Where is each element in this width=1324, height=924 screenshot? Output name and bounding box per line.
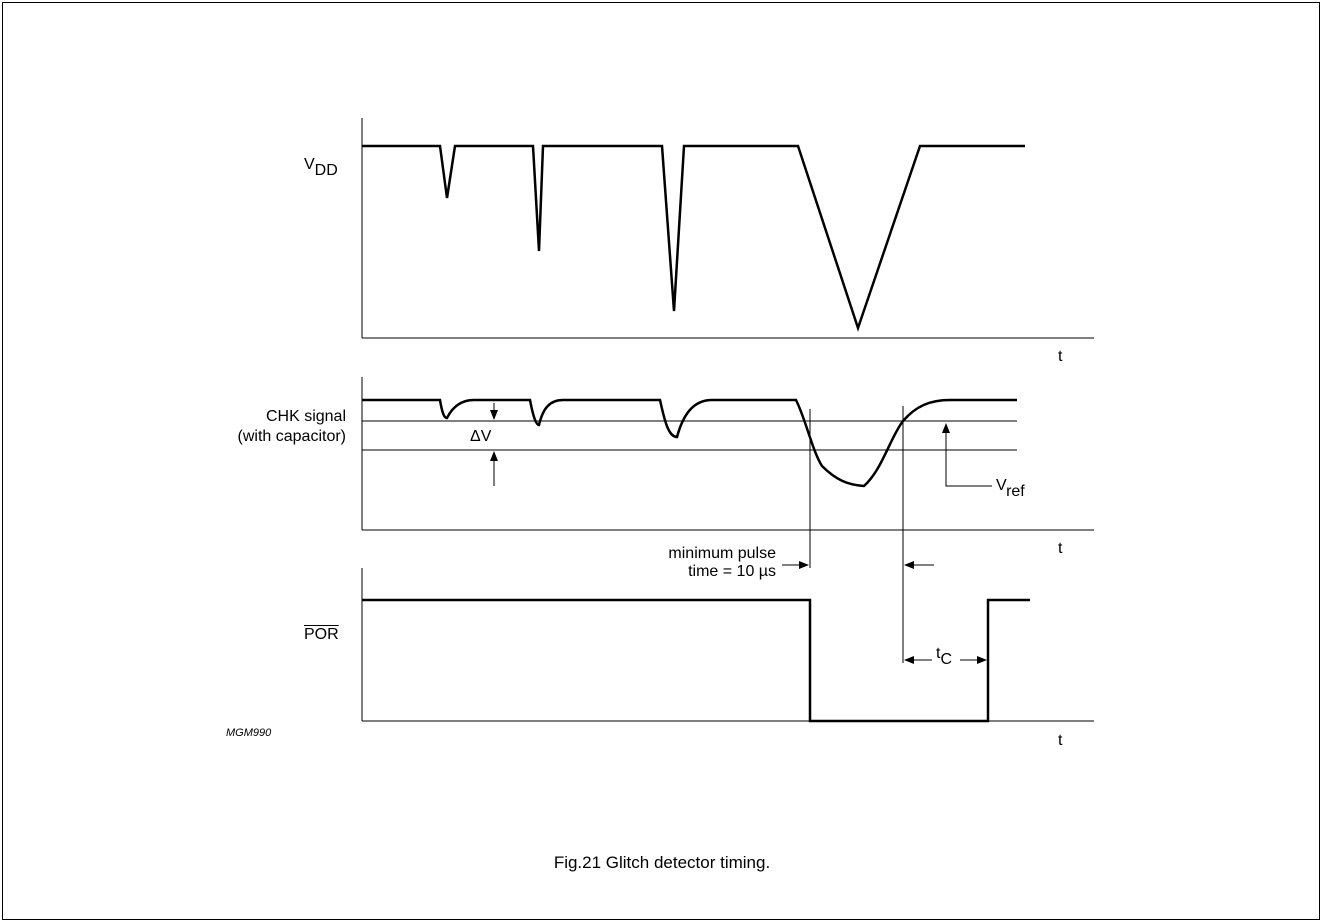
chk-waveform [362,398,1017,488]
delta-v-label: ΔV [470,428,492,445]
chk-label-line2: (with capacitor) [237,428,346,445]
vdd-label-sub: DD [314,162,338,179]
vref-label-sub: ref [1006,483,1025,500]
timing-guides [809,406,904,663]
vref-label: Vref [996,477,1025,500]
figure-code: MGM990 [226,727,272,739]
vdd-t-label: t [1058,348,1063,365]
vdd-axes [361,118,1094,339]
chk-axes [361,377,1094,531]
tc-label: tC [936,645,952,668]
chk-threshold-lines [362,420,1017,451]
vdd-waveform [362,144,1025,332]
por-t-label: t [1058,732,1063,749]
tc-label-sub: C [940,651,953,668]
por-waveform [362,598,1030,723]
min-pulse-line1: minimum pulse [668,545,776,562]
chk-t-label: t [1058,540,1063,557]
vdd-label: VDD [304,156,338,179]
min-pulse-line2: time = 10 µs [688,563,776,580]
tc-label-main: t [936,645,941,662]
chk-label-line1: CHK signal [265,408,346,425]
vref-leader [942,423,992,487]
por-axes [361,568,1094,722]
vdd-label-main: V [304,156,315,173]
por-label: POR [304,626,339,643]
figure-caption: Fig.21 Glitch detector timing. [553,853,771,872]
vref-label-main: V [996,477,1007,494]
